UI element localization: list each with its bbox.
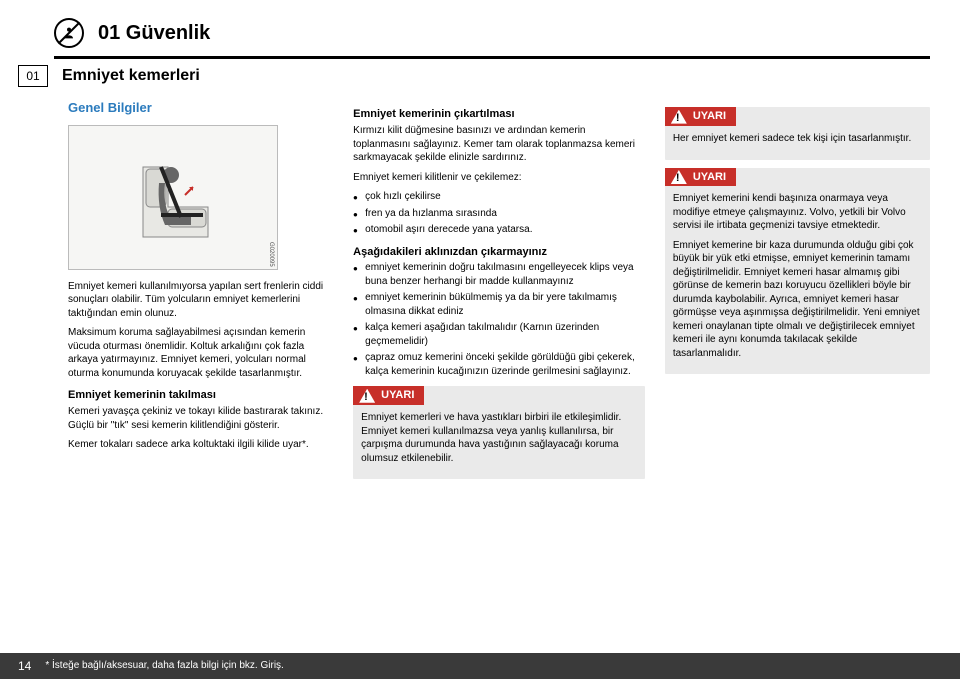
footnote-text: * İsteğe bağlı/aksesuar, daha fazla bilg… <box>45 659 283 673</box>
body-text: Kemer tokaları sadece arka koltuktaki il… <box>68 438 333 452</box>
chapter-title: 01 Güvenlik <box>98 20 210 47</box>
warning-header: UYARI <box>665 168 736 187</box>
page-footer: 14 * İsteğe bağlı/aksesuar, daha fazla b… <box>0 653 960 679</box>
body-text: Maksimum koruma sağlayabilmesi açısından… <box>68 326 333 380</box>
bullet-list: emniyet kemerinin doğru takılmasını enge… <box>353 261 645 378</box>
warning-box: UYARI Emniyet kemerleri ve hava yastıkla… <box>353 386 645 479</box>
warning-box: UYARI Her emniyet kemeri sadece tek kişi… <box>665 107 930 159</box>
warning-triangle-icon <box>671 110 687 124</box>
warning-body: Her emniyet kemeri sadece tek kişi için … <box>673 132 922 146</box>
warning-box: UYARI Emniyet kemerini kendi başınıza on… <box>665 168 930 375</box>
heading-remove: Emniyet kemerinin çıkartılması <box>353 107 645 122</box>
list-item: çok hızlı çekilirse <box>353 190 645 204</box>
illustration-code: G020095 <box>267 242 275 267</box>
warning-body: Emniyet kemerini kendi başınıza onarmaya… <box>673 192 922 233</box>
heading-general: Genel Bilgiler <box>68 99 333 117</box>
warning-body: Emniyet kemerine bir kaza durumunda oldu… <box>673 239 922 361</box>
heading-fasten: Emniyet kemerinin takılması <box>68 388 333 403</box>
header-rule <box>54 56 930 59</box>
body-text: Emniyet kemeri kullanılmıyorsa yapılan s… <box>68 280 333 321</box>
warning-header: UYARI <box>665 107 736 126</box>
page-number: 14 <box>18 658 31 674</box>
list-item: emniyet kemerinin doğru takılmasını enge… <box>353 261 645 288</box>
seatbelt-prohibit-icon <box>54 18 84 48</box>
column-left: Genel Bilgiler <box>68 99 333 487</box>
list-item: fren ya da hızlanma sırasında <box>353 207 645 221</box>
warning-triangle-icon <box>359 389 375 403</box>
warning-header: UYARI <box>353 386 424 405</box>
list-item: emniyet kemerinin bükülmemiş ya da bir y… <box>353 291 645 318</box>
warning-title: UYARI <box>693 109 726 124</box>
warning-triangle-icon <box>671 170 687 184</box>
warning-title: UYARI <box>381 388 414 403</box>
warning-title: UYARI <box>693 170 726 185</box>
body-text: Kemeri yavaşça çekiniz ve tokayı kilide … <box>68 405 333 432</box>
list-item: otomobil aşırı derecede yana yatarsa. <box>353 223 645 237</box>
warning-body: Emniyet kemerleri ve hava yastıkları bir… <box>361 411 637 465</box>
column-middle: Emniyet kemerinin çıkartılması Kırmızı k… <box>353 99 645 487</box>
chapter-number: 01 <box>18 65 48 87</box>
bullet-list: çok hızlı çekilirse fren ya da hızlanma … <box>353 190 645 237</box>
section-title: Emniyet kemerleri <box>62 65 200 87</box>
heading-keep-in-mind: Aşağıdakileri aklınızdan çıkarmayınız <box>353 245 645 260</box>
body-text: Emniyet kemeri kilitlenir ve çekilemez: <box>353 171 645 185</box>
list-item: çapraz omuz kemerini önceki şekilde görü… <box>353 351 645 378</box>
column-right: UYARI Her emniyet kemeri sadece tek kişi… <box>665 99 930 487</box>
seatbelt-illustration: G020095 <box>68 125 278 270</box>
body-text: Kırmızı kilit düğmesine basınızı ve ardı… <box>353 124 645 165</box>
seatbelt-icon <box>61 25 77 41</box>
list-item: kalça kemeri aşağıdan takılmalıdır (Karn… <box>353 321 645 348</box>
